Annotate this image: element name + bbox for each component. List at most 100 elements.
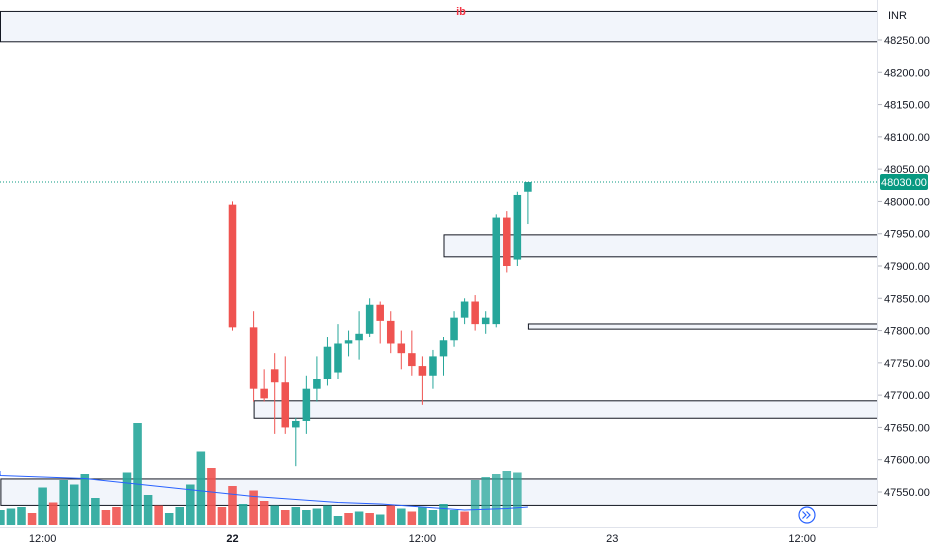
volume-bar <box>59 480 68 525</box>
candle-body <box>460 301 469 318</box>
candle-body <box>313 379 321 389</box>
volume-bar <box>27 513 37 525</box>
price-tick-label: 47650.00 <box>884 422 930 434</box>
volume-bar <box>323 505 332 525</box>
volume-bar <box>101 510 111 525</box>
zone-box <box>253 400 879 419</box>
volume-bar <box>449 510 459 525</box>
volume-bar <box>259 501 269 525</box>
volume-bar <box>375 514 385 525</box>
volume-bar <box>302 510 311 525</box>
volume-bar <box>270 505 279 525</box>
volume-bar <box>112 507 121 525</box>
candle-body <box>249 327 258 389</box>
double-chevron-right-icon <box>802 511 811 519</box>
volume-bar <box>481 477 490 525</box>
volume-ma-line <box>0 471 528 511</box>
candle-body <box>481 317 490 325</box>
volume-bar <box>502 471 512 525</box>
time-tick-label: 12:00 <box>409 533 437 545</box>
volume-bar <box>38 487 47 525</box>
candle-body <box>281 382 290 428</box>
volume-bar <box>470 480 480 525</box>
candle-body <box>524 182 532 192</box>
volume-bar <box>217 507 227 525</box>
candle-body <box>302 388 311 421</box>
price-tick-label: 48200.00 <box>884 67 930 79</box>
candle-body <box>260 388 268 399</box>
currency-label[interactable]: INR <box>888 10 907 22</box>
volume-bar <box>291 507 301 525</box>
volume-moving-average <box>0 471 528 511</box>
volume-bars <box>0 423 522 525</box>
volume-bar <box>122 472 132 525</box>
price-ticks: 48250.00 48200.00 48150.00 48100.00 48050.00… <box>878 35 930 499</box>
scroll-to-realtime-button[interactable] <box>798 506 816 524</box>
candle-body <box>355 333 363 341</box>
volume-bar <box>143 495 153 525</box>
time-tick-label: 22 <box>226 533 238 545</box>
volume-bar <box>207 468 216 525</box>
price-tick-label: 47850.00 <box>884 293 930 305</box>
scroll-to-realtime-circle[interactable] <box>798 506 816 524</box>
volume-bar <box>428 510 438 525</box>
price-tick-label: 48000.00 <box>884 196 930 208</box>
volume-bar <box>228 486 237 525</box>
volume-bar <box>354 511 364 525</box>
price-tick-label: 47600.00 <box>884 455 930 467</box>
candle-body <box>429 356 437 376</box>
price-tick-label: 48050.00 <box>884 164 930 176</box>
time-tick-label: 23 <box>606 533 618 545</box>
volume-bar <box>17 507 26 525</box>
last-price-tag: 48030.00 <box>880 174 928 191</box>
volume-bar <box>91 498 100 525</box>
volume-bar <box>133 423 142 525</box>
volume-bar <box>397 508 406 525</box>
last-price-tag-background <box>880 174 928 191</box>
candle-body <box>513 194 522 260</box>
candles <box>228 182 532 467</box>
zone-label: ib <box>456 6 466 18</box>
volume-bar <box>333 516 343 525</box>
candle-body <box>386 320 395 344</box>
volume-bar <box>80 474 90 525</box>
candle-body <box>418 366 427 376</box>
volume-bar <box>460 511 469 525</box>
price-tick-label: 48150.00 <box>884 100 930 112</box>
volume-bar <box>69 484 79 525</box>
candle-body <box>408 353 416 367</box>
volume-bar <box>196 451 206 525</box>
volume-bar <box>513 472 522 525</box>
candle-body <box>228 204 237 328</box>
candle-body <box>376 304 384 321</box>
volume-bar <box>491 474 501 525</box>
candle-body <box>503 217 511 266</box>
price-tick-label: 47800.00 <box>884 326 930 338</box>
volume-bar <box>312 508 322 525</box>
volume-bar <box>48 502 58 525</box>
volume-bar <box>238 504 248 525</box>
price-axis-background[interactable] <box>878 0 932 550</box>
time-tick-label: 12:00 <box>29 533 57 545</box>
zones: ib <box>0 6 879 506</box>
volume-bar <box>280 510 290 525</box>
volume-bar <box>407 511 417 525</box>
candle-body <box>334 343 342 373</box>
volume-bar <box>386 505 396 525</box>
volume-bar <box>186 484 195 525</box>
price-tick-label: 47750.00 <box>884 358 930 370</box>
volume-bar <box>164 513 174 525</box>
volume-bar <box>6 508 16 525</box>
price-tick-label: 48250.00 <box>884 35 930 47</box>
candle-body <box>439 340 448 357</box>
volume-bar <box>249 490 258 525</box>
price-tick-label: 47950.00 <box>884 229 930 241</box>
volume-bar <box>0 510 5 525</box>
zone-box <box>527 323 879 330</box>
volume-bar <box>175 507 185 525</box>
